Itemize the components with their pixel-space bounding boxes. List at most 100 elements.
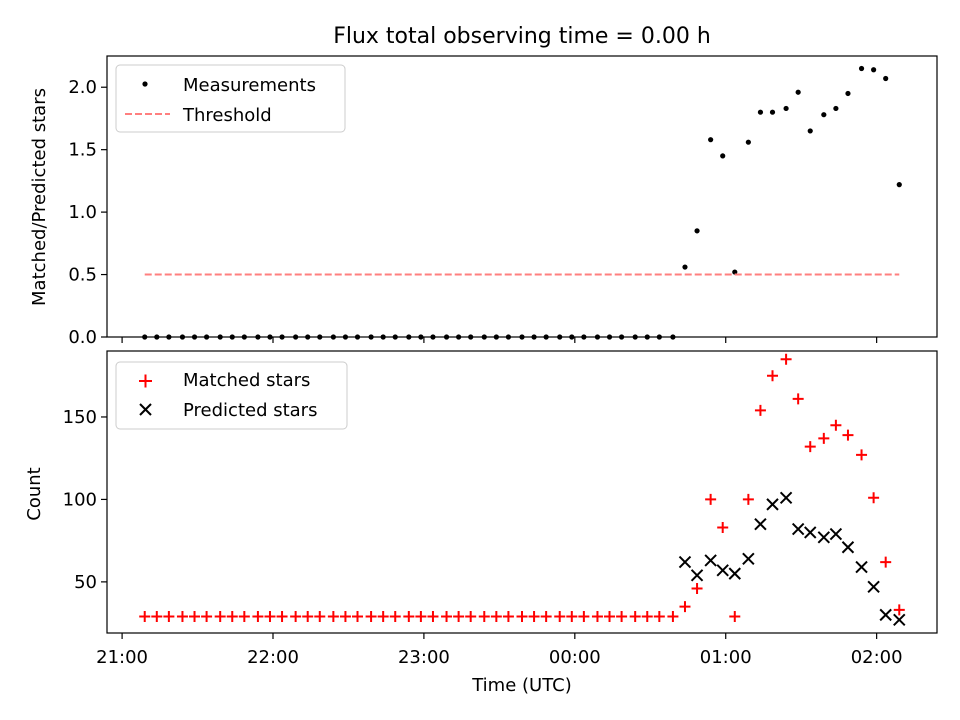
predicted-stars-point xyxy=(893,613,906,627)
predicted-stars-point xyxy=(867,580,880,594)
matched-stars-point xyxy=(880,556,892,568)
matched-stars-point xyxy=(578,611,590,623)
matched-stars-point xyxy=(679,601,691,613)
matched-stars-point xyxy=(528,611,540,623)
predicted-stars-point xyxy=(779,491,793,504)
matched-stars-point xyxy=(616,611,628,623)
legend-threshold-label: Threshold xyxy=(182,105,272,126)
matched-stars-point xyxy=(653,611,665,623)
legend-matched-label: Matched stars xyxy=(183,370,310,391)
measurements-point xyxy=(896,182,902,188)
matched-stars-point xyxy=(705,493,717,505)
matched-stars-point xyxy=(893,604,905,616)
predicted-stars-point xyxy=(742,552,755,565)
matched-stars-point xyxy=(591,611,603,623)
matched-stars-point xyxy=(516,611,528,623)
counts-y-tick-label: 150 xyxy=(63,407,97,428)
matched-stars-point xyxy=(767,370,779,382)
measurements-point xyxy=(694,228,700,234)
matched-stars-point xyxy=(252,611,264,623)
matched-stars-point xyxy=(214,611,226,623)
matched-stars-point xyxy=(238,611,250,623)
predicted-stars-point xyxy=(728,567,741,580)
matched-stars-point xyxy=(792,393,804,405)
matched-stars-point xyxy=(818,432,830,444)
matched-stars-point xyxy=(226,611,238,623)
predicted-stars-point xyxy=(704,554,717,567)
ratio-y-axis-label: Matched/Predicted stars xyxy=(29,88,50,306)
ratio-y-tick-label: 0.0 xyxy=(68,327,97,348)
measurements-point xyxy=(821,112,827,118)
matched-stars-point xyxy=(290,611,302,623)
measurements-point xyxy=(745,139,751,145)
matched-stars-point xyxy=(352,611,364,623)
predicted-stars-point xyxy=(817,531,831,544)
matched-stars-point xyxy=(189,611,201,623)
ratio-panel: 0.00.51.01.52.0 Matched/Predicted stars … xyxy=(29,55,938,348)
matched-stars-point xyxy=(339,611,351,623)
matched-stars-point xyxy=(302,611,314,623)
measurements-point xyxy=(732,269,738,275)
matched-stars-point xyxy=(441,611,453,623)
matched-stars-point xyxy=(389,611,401,623)
matched-stars-point xyxy=(276,611,288,623)
ratio-legend: Measurements Threshold xyxy=(115,64,346,133)
matched-stars-point xyxy=(502,611,514,623)
matched-stars-point xyxy=(201,611,213,623)
measurements-point xyxy=(720,153,726,159)
measurements-point xyxy=(757,109,764,115)
matched-stars-point xyxy=(465,611,477,623)
x-tick-label: 02:00 xyxy=(851,647,903,668)
matched-stars-point xyxy=(490,611,502,623)
legend-measurements-label: Measurements xyxy=(183,75,316,96)
legend-predicted-marker xyxy=(139,403,152,416)
measurements-point xyxy=(783,105,789,112)
matched-stars-point xyxy=(566,611,578,623)
legend-predicted-label: Predicted stars xyxy=(183,400,317,421)
ratio-panel-frame xyxy=(106,55,938,338)
counts-y-axis-label: Count xyxy=(24,467,45,520)
ratio-legend-box xyxy=(115,64,346,133)
x-tick-label: 01:00 xyxy=(700,647,752,668)
predicted-stars-point xyxy=(690,569,704,582)
counts-legend: Matched stars Predicted stars xyxy=(115,361,348,430)
matched-stars-point xyxy=(742,493,754,505)
measurements-point xyxy=(795,89,801,95)
matched-stars-point xyxy=(478,611,490,623)
predicted-stars-point xyxy=(804,526,817,539)
matched-stars-point xyxy=(540,611,552,623)
matched-stars-point xyxy=(151,611,163,623)
matched-stars-point xyxy=(554,611,566,623)
matched-stars-point xyxy=(804,441,816,453)
ratio-y-tick-label: 0.5 xyxy=(68,265,97,286)
measurements-point xyxy=(871,67,877,73)
counts-y-tick-label: 100 xyxy=(63,489,97,510)
measurements-point xyxy=(883,75,889,82)
matched-stars-point xyxy=(856,449,868,461)
predicted-stars-point xyxy=(879,608,892,622)
matched-stars-point xyxy=(717,521,729,533)
matched-stars-point xyxy=(667,611,679,623)
ratio-y-tick-label: 1.0 xyxy=(68,202,97,223)
matched-stars-point xyxy=(403,611,415,623)
matched-stars-point xyxy=(264,611,276,623)
predicted-stars-point xyxy=(829,527,843,541)
ratio-y-tick-label: 2.0 xyxy=(68,77,97,98)
x-tick-label: 21:00 xyxy=(96,647,148,668)
predicted-stars-point xyxy=(716,564,729,577)
counts-panel-frame xyxy=(106,350,938,634)
counts-y-tick-label: 50 xyxy=(74,572,97,593)
chart-title: Flux total observing time = 0.00 h xyxy=(333,24,711,49)
measurements-point xyxy=(833,105,839,112)
matched-stars-point xyxy=(314,611,326,623)
predicted-stars-point xyxy=(841,541,855,554)
matched-stars-point xyxy=(868,492,880,504)
x-tick-label: 23:00 xyxy=(398,647,450,668)
x-tick-label: 00:00 xyxy=(549,647,601,668)
measurements-point xyxy=(682,264,688,270)
matched-stars-point xyxy=(415,611,427,623)
predicted-stars-point xyxy=(678,555,692,569)
matched-stars-point xyxy=(453,611,465,623)
matched-stars-point xyxy=(830,419,842,431)
